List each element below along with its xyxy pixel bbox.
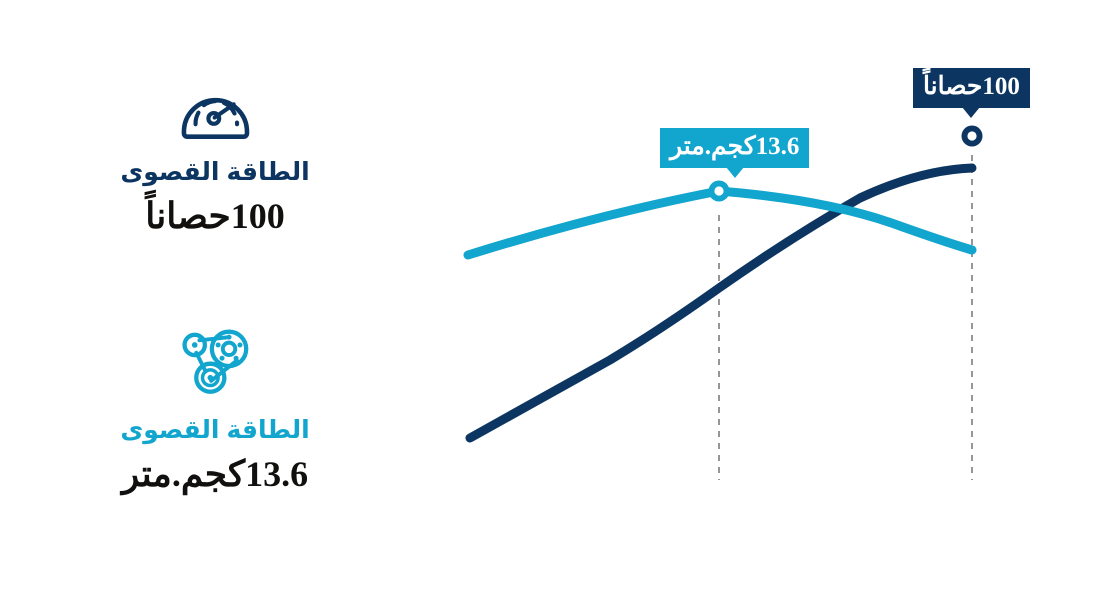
spec-label-max-power: الطاقة القصوى xyxy=(120,158,310,186)
spec-label-max-torque: الطاقة القصوى xyxy=(120,416,310,444)
x-tick-3500: 3,500 الدقيقة xyxy=(1059,486,1120,530)
chart-plot xyxy=(463,125,983,480)
speedometer-icon xyxy=(181,97,249,139)
performance-chart: 100حصاناً 13.6كجم.متر 3,500 الدقيقة 6,00… xyxy=(430,0,1120,600)
callout-max-torque: 13.6كجم.متر xyxy=(660,128,810,178)
spec-value-max-power: 100حصاناً xyxy=(145,195,285,236)
pulley-belt-icon xyxy=(182,329,249,394)
callout-max-power: 100حصاناً xyxy=(913,68,1030,118)
spec-value-max-torque: 13.6كجم.متر xyxy=(121,453,309,494)
spec-panel: الطاقة القصوى 100حصاناً الطاقة القصوى 13… xyxy=(0,0,430,600)
series-line-torque xyxy=(463,186,977,260)
spec-block-max-power: الطاقة القصوى 100حصاناً xyxy=(0,72,430,238)
spec-block-max-torque: الطاقة القصوى 13.6كجم.متر xyxy=(0,320,430,496)
x-tick-3500-value: 3,500 xyxy=(1059,486,1120,511)
series-line-power xyxy=(465,163,977,443)
x-tick-3500-unit: الدقيقة xyxy=(1059,513,1120,530)
